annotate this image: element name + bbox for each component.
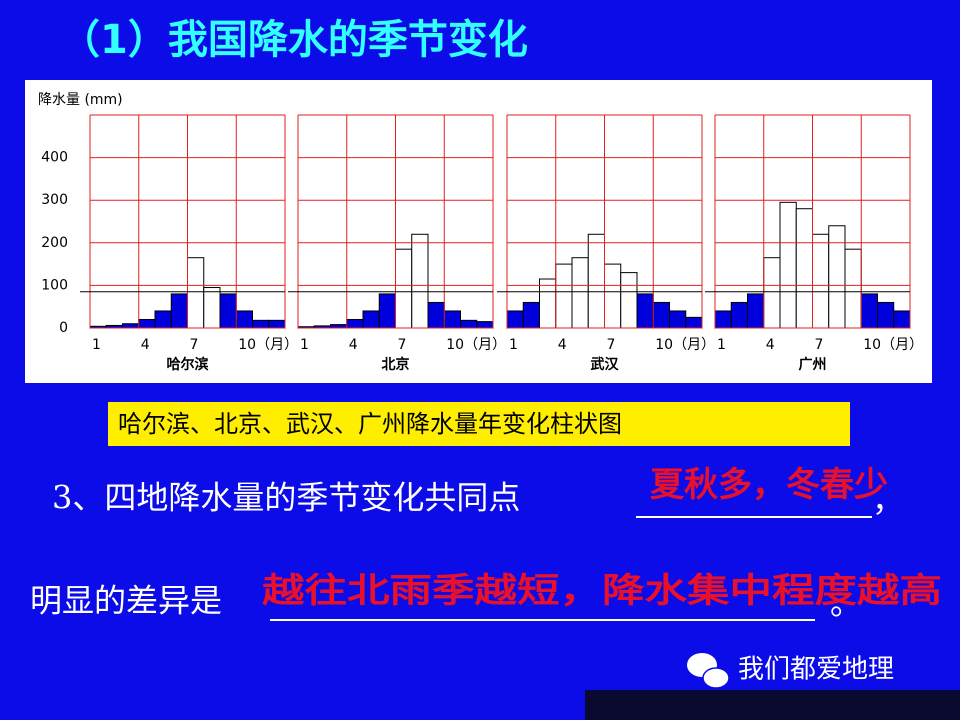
- x-tick-label: 7: [815, 337, 824, 353]
- bar: [122, 323, 140, 329]
- question-2: 明显的差异是: [30, 582, 222, 620]
- y-axis-label: 降水量 (mm): [38, 92, 123, 108]
- bar: [330, 324, 348, 329]
- bar: [346, 318, 364, 329]
- bar: [427, 301, 445, 329]
- x-tick-label: 10（月）: [863, 337, 923, 353]
- bar: [652, 301, 670, 329]
- y-tick-label: 100: [41, 277, 68, 293]
- x-tick-label: 7: [190, 337, 199, 353]
- bar: [571, 257, 589, 329]
- watermark: 我们都爱地理: [738, 655, 894, 685]
- y-tick-label: 300: [41, 192, 68, 208]
- bar: [636, 293, 654, 329]
- x-tick-label: 1: [92, 337, 101, 353]
- bar: [539, 278, 557, 329]
- bar: [219, 293, 237, 329]
- bar: [362, 310, 380, 329]
- bar: [828, 225, 846, 329]
- bar: [443, 310, 461, 329]
- x-tick-label: 7: [607, 337, 616, 353]
- x-tick-label: 10（月）: [655, 337, 715, 353]
- chart-title: 广州: [799, 356, 827, 373]
- bar: [795, 208, 813, 329]
- bar: [411, 233, 429, 329]
- question-1: 3、四地降水量的季节变化共同点: [52, 479, 520, 517]
- bar: [779, 201, 797, 329]
- bar: [763, 257, 781, 329]
- chart-title: 哈尔滨: [167, 356, 209, 373]
- bar: [747, 293, 765, 329]
- slide-title: （1）我国降水的季节变化: [60, 17, 528, 63]
- y-tick-label: 400: [41, 150, 68, 166]
- bar: [138, 318, 156, 329]
- x-tick-label: 7: [398, 337, 407, 353]
- bar: [555, 263, 573, 329]
- bar: [893, 310, 911, 329]
- bar: [844, 248, 862, 329]
- bar: [378, 293, 396, 329]
- x-tick-label: 1: [300, 337, 309, 353]
- question: 3、四地降水量的季节变化共同点 ， 夏秋多，冬春少 明显的差异是 。 越往北雨季…: [30, 465, 942, 622]
- caption-box: [108, 402, 850, 446]
- question-2-end: 。: [830, 584, 862, 622]
- x-tick-label: 1: [509, 337, 518, 353]
- x-tick-label: 4: [558, 337, 567, 353]
- x-tick-label: 10（月）: [238, 337, 298, 353]
- answer-2: 越往北雨季越短，降水集中程度越高: [262, 571, 942, 611]
- bar: [877, 301, 895, 329]
- footer-strip: [585, 690, 960, 720]
- caption: 哈尔滨、北京、武汉、广州降水量年变化柱状图: [118, 410, 622, 438]
- x-tick-label: 1: [717, 337, 726, 353]
- bar: [812, 233, 830, 329]
- y-tick-label: 200: [41, 235, 68, 251]
- bar: [730, 301, 748, 329]
- bar: [522, 301, 540, 329]
- bar: [203, 287, 221, 329]
- bar: [685, 316, 703, 329]
- chart-title: 武汉: [591, 356, 620, 373]
- bar: [268, 319, 286, 329]
- x-tick-label: 10（月）: [446, 337, 506, 353]
- x-tick-label: 4: [141, 337, 150, 353]
- x-tick-label: 4: [349, 337, 358, 353]
- bar: [235, 310, 253, 329]
- answer-1: 夏秋多，冬春少: [650, 465, 888, 505]
- bar: [620, 272, 638, 329]
- bar: [604, 263, 622, 329]
- bar: [154, 310, 172, 329]
- bar: [860, 293, 878, 329]
- y-tick-label: 0: [59, 320, 68, 336]
- bar: [476, 321, 494, 329]
- x-tick-label: 4: [766, 337, 775, 353]
- bar: [669, 310, 687, 329]
- chart-title: 北京: [382, 356, 410, 373]
- bar: [506, 310, 524, 329]
- bar: [460, 319, 478, 329]
- bar: [252, 319, 270, 329]
- question-1-end: ，: [872, 481, 904, 519]
- bar: [187, 257, 205, 329]
- wechat-icon: [687, 653, 730, 689]
- bar: [170, 293, 188, 329]
- bar: [395, 248, 413, 329]
- bar: [587, 233, 605, 329]
- bar: [714, 310, 732, 329]
